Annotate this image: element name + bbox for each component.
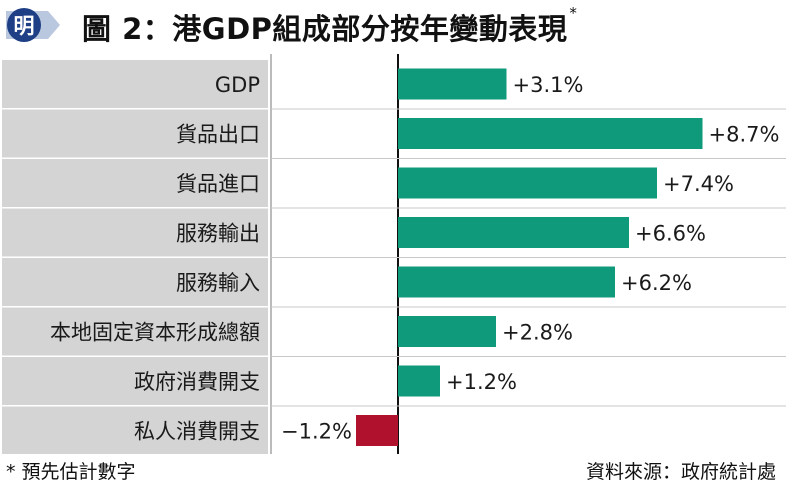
bar (398, 266, 615, 298)
data-label: +2.8% (502, 321, 573, 345)
category-label: 服務輸入 (176, 271, 260, 295)
chart-title: 圖 2：港GDP組成部分按年變動表現 * (82, 4, 578, 48)
bar (398, 68, 507, 100)
ming-pao-logo: 明 (6, 8, 60, 42)
row-label-bg (2, 159, 268, 207)
bar (398, 167, 657, 199)
bar (356, 415, 398, 446)
bar-chart: GDP +3.1% 貨品出口 +8.7% 貨品進口 +7.4% 服務輸出 +6.6% 服務輸入 +… (2, 54, 786, 454)
row-label-bg (2, 307, 268, 356)
category-label: GDP (215, 73, 260, 97)
row-label-bg (2, 208, 268, 257)
data-label: +6.6% (635, 222, 706, 246)
chart-header: 明 圖 2：港GDP組成部分按年變動表現 * (0, 0, 788, 54)
category-label: 本地固定資本形成總額 (50, 321, 260, 345)
data-label: +6.2% (621, 271, 692, 295)
source-note: 資料來源：政府統計處 (585, 461, 776, 483)
bar (398, 365, 440, 397)
row-label-bg (2, 60, 268, 108)
category-label: 貨品出口 (176, 123, 260, 147)
category-label: 貨品進口 (176, 172, 260, 196)
data-label: +8.7% (709, 123, 780, 147)
data-label: +1.2% (446, 370, 517, 394)
category-label: 政府消費開支 (134, 370, 260, 394)
data-label: −1.2% (281, 420, 352, 444)
chart-title-text: 圖 2：港GDP組成部分按年變動表現 (82, 12, 568, 46)
bar (398, 316, 496, 347)
bar (398, 118, 703, 149)
bar (398, 217, 629, 248)
title-asterisk: * (569, 4, 578, 22)
footnote: * 預先估計數字 (6, 461, 136, 483)
row-label-bg (2, 406, 268, 454)
logo-glyph: 明 (14, 14, 35, 38)
row-label-bg (2, 109, 268, 158)
category-label: 私人消費開支 (134, 420, 260, 444)
category-label: 服務輸出 (176, 222, 260, 246)
row-label-bg (2, 357, 268, 405)
data-label: +7.4% (663, 172, 734, 196)
data-label: +3.1% (513, 73, 584, 97)
row-label-bg (2, 258, 268, 306)
